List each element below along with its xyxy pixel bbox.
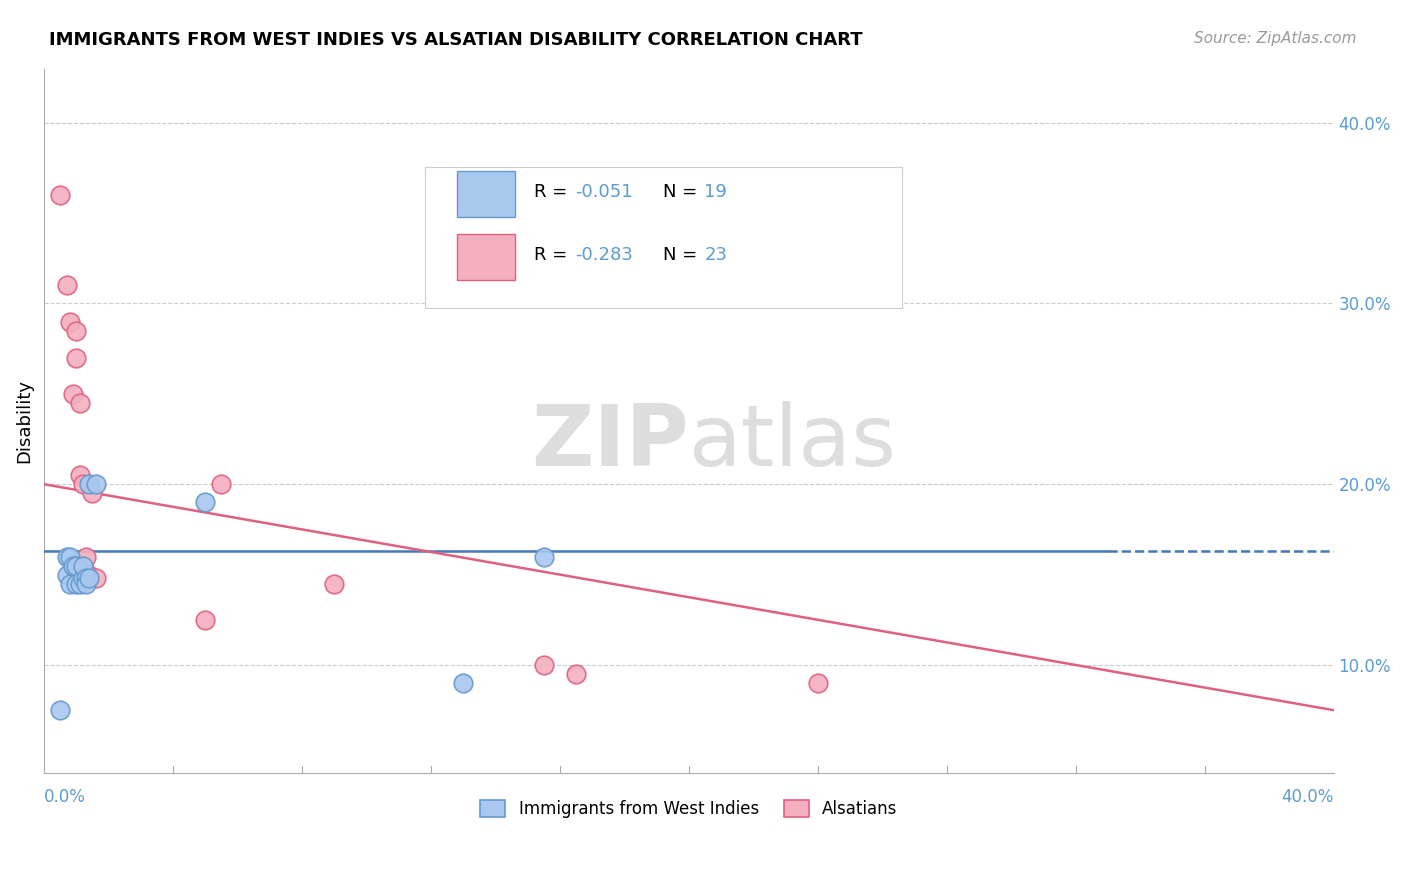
Text: R =: R = bbox=[534, 183, 574, 201]
Point bbox=[49, 188, 72, 202]
Point bbox=[84, 571, 107, 585]
Point bbox=[82, 486, 104, 500]
Text: atlas: atlas bbox=[689, 401, 897, 483]
Text: 19: 19 bbox=[704, 183, 727, 201]
Point bbox=[209, 477, 232, 491]
Point bbox=[55, 549, 77, 564]
Point bbox=[533, 549, 555, 564]
Point bbox=[62, 558, 84, 573]
Point bbox=[77, 477, 100, 491]
Text: 40.0%: 40.0% bbox=[1281, 788, 1334, 805]
FancyBboxPatch shape bbox=[425, 167, 901, 309]
FancyBboxPatch shape bbox=[457, 235, 515, 280]
Text: -0.283: -0.283 bbox=[575, 246, 633, 264]
Point bbox=[72, 571, 94, 585]
Point bbox=[75, 549, 97, 564]
Point bbox=[75, 576, 97, 591]
Legend: Immigrants from West Indies, Alsatians: Immigrants from West Indies, Alsatians bbox=[474, 794, 904, 825]
Point bbox=[84, 477, 107, 491]
Point bbox=[65, 576, 87, 591]
Point bbox=[69, 576, 91, 591]
Point bbox=[565, 667, 588, 681]
Point bbox=[72, 477, 94, 491]
Text: ZIP: ZIP bbox=[531, 401, 689, 483]
Point bbox=[69, 396, 91, 410]
Point bbox=[59, 576, 82, 591]
Point bbox=[65, 558, 87, 573]
Point bbox=[75, 571, 97, 585]
Point bbox=[59, 549, 82, 564]
Point bbox=[72, 558, 94, 573]
Point bbox=[533, 657, 555, 672]
Text: IMMIGRANTS FROM WEST INDIES VS ALSATIAN DISABILITY CORRELATION CHART: IMMIGRANTS FROM WEST INDIES VS ALSATIAN … bbox=[49, 31, 863, 49]
Text: -0.051: -0.051 bbox=[575, 183, 633, 201]
Point bbox=[55, 278, 77, 293]
Point bbox=[323, 576, 346, 591]
Point bbox=[807, 676, 830, 690]
Y-axis label: Disability: Disability bbox=[15, 379, 32, 463]
Point bbox=[59, 314, 82, 328]
Text: 0.0%: 0.0% bbox=[44, 788, 86, 805]
Point bbox=[65, 324, 87, 338]
Point bbox=[65, 571, 87, 585]
Point bbox=[69, 468, 91, 483]
Point bbox=[451, 676, 474, 690]
Point bbox=[62, 387, 84, 401]
Text: Source: ZipAtlas.com: Source: ZipAtlas.com bbox=[1194, 31, 1357, 46]
Point bbox=[72, 558, 94, 573]
FancyBboxPatch shape bbox=[457, 170, 515, 217]
Point bbox=[77, 571, 100, 585]
Text: R =: R = bbox=[534, 246, 574, 264]
Point bbox=[77, 567, 100, 582]
Point bbox=[194, 613, 217, 627]
Text: N =: N = bbox=[664, 183, 703, 201]
Text: 23: 23 bbox=[704, 246, 727, 264]
Point bbox=[55, 567, 77, 582]
Point bbox=[75, 567, 97, 582]
Point bbox=[62, 558, 84, 573]
Point bbox=[49, 703, 72, 717]
Text: N =: N = bbox=[664, 246, 703, 264]
Point bbox=[65, 351, 87, 365]
Point bbox=[194, 495, 217, 509]
